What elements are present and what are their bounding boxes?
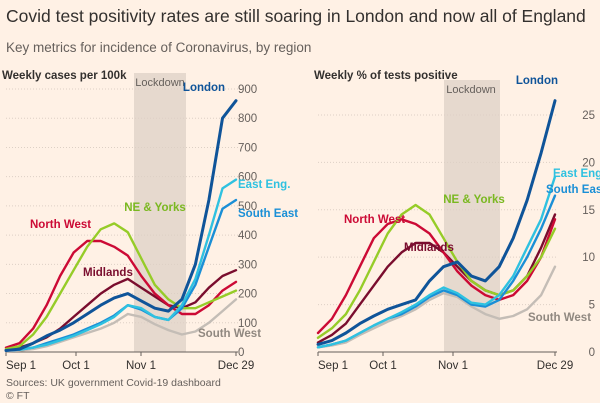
y-tick-label: 100 bbox=[238, 318, 257, 330]
x-tick-label: Dec 29 bbox=[218, 360, 254, 372]
y-tick-label: 15 bbox=[582, 205, 595, 217]
lockdown-band bbox=[444, 80, 500, 352]
series-label: North West bbox=[344, 214, 405, 226]
series-line-north-west bbox=[4, 239, 238, 349]
y-tick-label: 25 bbox=[582, 110, 595, 122]
series-line-north-west bbox=[316, 218, 557, 335]
chart-panel-right: Lockdown 0 5 10 15 20 25 Sep 1 Oct 1 Nov 1 Dec 29 W… bbox=[314, 70, 600, 372]
series-line-london bbox=[4, 99, 238, 352]
y-tick-label: 900 bbox=[238, 84, 257, 96]
series-line-south-west bbox=[316, 265, 557, 349]
x-tick-label: Oct 1 bbox=[369, 360, 396, 372]
series-label: South East bbox=[546, 184, 600, 196]
series-line-east-eng bbox=[4, 178, 238, 352]
y-tick-label: 0 bbox=[589, 347, 595, 359]
page-title: Covid test positivity rates are still so… bbox=[6, 6, 586, 26]
series-label: Midlands bbox=[404, 242, 454, 254]
series-line-south-west bbox=[4, 298, 238, 353]
x-tick-label: Sep 1 bbox=[6, 360, 36, 372]
y-tick-label: 0 bbox=[238, 347, 244, 359]
credit-note: © FT bbox=[6, 390, 30, 402]
y-tick-label: 700 bbox=[238, 142, 257, 154]
y-tick-label: 5 bbox=[589, 300, 595, 312]
series-label: NE & Yorks bbox=[124, 202, 186, 214]
y-tick-label: 20 bbox=[582, 157, 595, 169]
series-label: South West bbox=[528, 312, 591, 324]
x-tick-label: Dec 29 bbox=[537, 360, 573, 372]
series-line-ne-yorks bbox=[316, 203, 557, 339]
chart-title: Weekly cases per 100k bbox=[2, 70, 127, 82]
series-line-ne-yorks bbox=[4, 222, 238, 351]
page-subtitle: Key metrics for incidence of Coronavirus… bbox=[6, 40, 312, 55]
lockdown-label: Lockdown bbox=[135, 77, 185, 89]
series-label: London bbox=[183, 82, 225, 94]
series-label: Midlands bbox=[83, 267, 133, 279]
series-label: South West bbox=[198, 328, 261, 340]
series-label: NE & Yorks bbox=[443, 194, 505, 206]
y-tick-label: 10 bbox=[582, 252, 595, 264]
x-tick-label: Oct 1 bbox=[62, 360, 89, 372]
series-label: North West bbox=[30, 219, 91, 231]
series-line-east-eng bbox=[316, 175, 557, 349]
x-tick-label: Sep 1 bbox=[318, 360, 348, 372]
series-line-london bbox=[316, 99, 557, 346]
y-tick-label: 800 bbox=[238, 113, 257, 125]
y-tick-label: 400 bbox=[238, 230, 257, 242]
series-label: London bbox=[516, 75, 558, 87]
source-note: Sources: UK government Covid-19 dashboar… bbox=[6, 377, 221, 389]
series-label: East Eng. bbox=[238, 179, 290, 191]
y-tick-label: 600 bbox=[238, 172, 257, 184]
series-label: East Eng. bbox=[553, 168, 600, 180]
x-tick-label: Nov 1 bbox=[438, 360, 468, 372]
x-tick-label: Nov 1 bbox=[126, 360, 156, 372]
y-tick-label: 500 bbox=[238, 201, 257, 213]
chart-title: Weekly % of tests positive bbox=[314, 70, 458, 82]
y-tick-label: 300 bbox=[238, 259, 257, 271]
y-tick-label: 200 bbox=[238, 289, 257, 301]
chart-panel-left: Lockdown 0 100 200 300 400 500 600 700 800 900 Sep … bbox=[2, 70, 298, 372]
lockdown-label: Lockdown bbox=[446, 84, 496, 96]
series-label: South East bbox=[238, 208, 298, 220]
